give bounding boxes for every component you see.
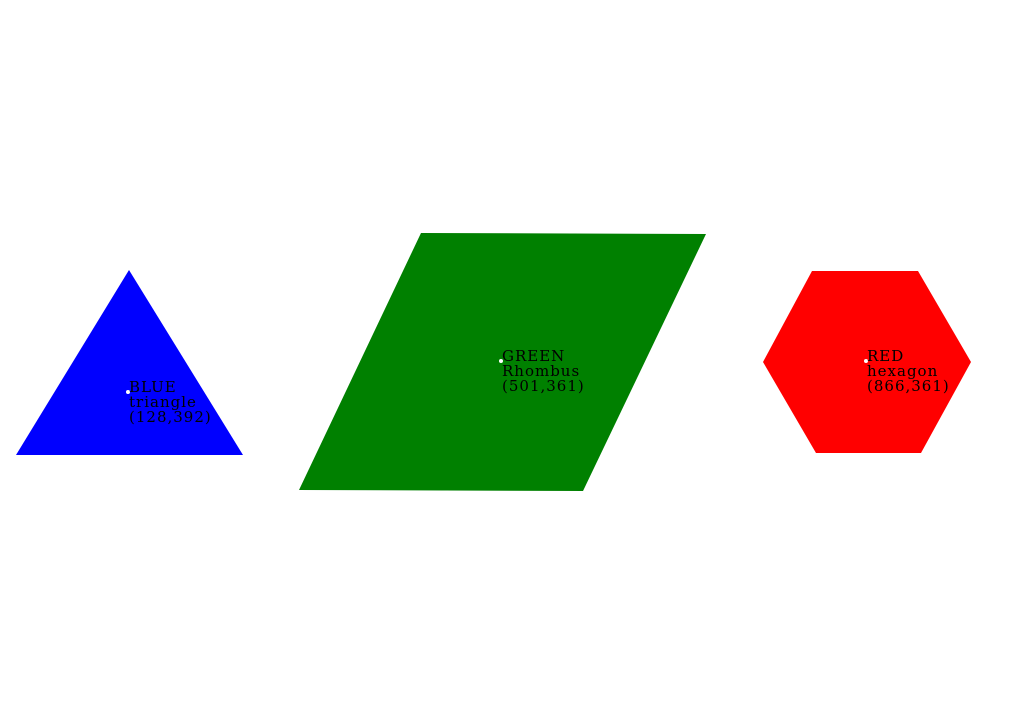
rhombus-center-dot [499, 359, 503, 363]
hexagon-color-label: RED [867, 347, 904, 365]
hexagon-center-dot [864, 359, 868, 363]
blue-triangle [16, 270, 243, 455]
rhombus-label: GREEN Rhombus (501,361) [502, 347, 586, 395]
green-rhombus-group: GREEN Rhombus (501,361) [299, 233, 706, 491]
hexagon-label: RED hexagon (866,361) [867, 347, 950, 395]
hexagon-coords-label: (866,361) [867, 377, 950, 395]
rhombus-shape-label: Rhombus [502, 362, 580, 380]
rhombus-coords-label: (501,361) [502, 377, 585, 395]
triangle-label: BLUE triangle (128,392) [129, 378, 212, 426]
rhombus-color-label: GREEN [502, 347, 565, 365]
triangle-center-dot [126, 390, 130, 394]
hexagon-shape-label: hexagon [867, 362, 938, 380]
triangle-shape-label: triangle [129, 393, 197, 411]
red-hexagon-group: RED hexagon (866,361) [763, 271, 971, 453]
triangle-color-label: BLUE [129, 378, 177, 396]
blue-triangle-group: BLUE triangle (128,392) [16, 270, 243, 455]
triangle-coords-label: (128,392) [129, 408, 212, 426]
